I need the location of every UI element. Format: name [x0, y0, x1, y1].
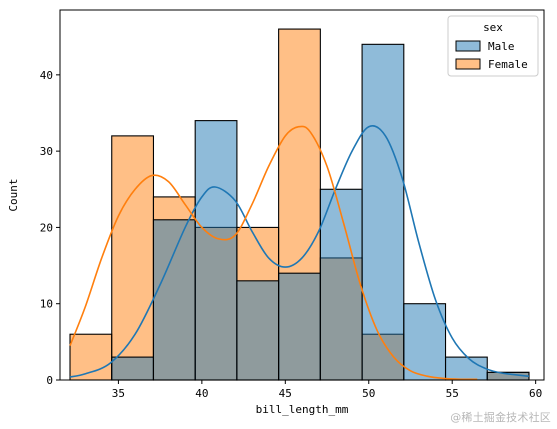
legend-label-male: Male — [488, 40, 515, 53]
x-tick-label: 40 — [195, 387, 208, 400]
x-tick-label: 50 — [362, 387, 375, 400]
male-bar — [403, 303, 447, 381]
y-tick-label: 40 — [40, 69, 53, 82]
x-tick-label: 35 — [112, 387, 125, 400]
male-bar — [319, 188, 363, 381]
female-bar — [111, 135, 155, 381]
axes — [59, 9, 545, 381]
y-tick-label: 30 — [40, 145, 53, 158]
male-bars — [111, 43, 530, 381]
legend-title: sex — [483, 21, 503, 34]
female-kde-line — [69, 125, 478, 381]
male-kde-line — [69, 125, 530, 378]
x-tick-label: 45 — [279, 387, 292, 400]
male-bar — [278, 272, 321, 381]
y-tick-label: 20 — [40, 221, 53, 234]
male-bar — [236, 280, 280, 381]
x-tick-label: 55 — [446, 387, 459, 400]
y-axis-label: Count — [7, 178, 20, 211]
female-bar — [69, 333, 113, 381]
plot-frame — [59, 9, 545, 381]
y-tick-label: 10 — [40, 298, 53, 311]
male-bar — [444, 356, 488, 381]
x-tick-label: 60 — [529, 387, 542, 400]
male-bar — [152, 219, 196, 381]
legend-swatch-female — [455, 58, 481, 70]
legend: sex Male Female — [447, 15, 539, 77]
ticks: 35 40 45 50 55 60 0 10 20 30 40 — [40, 69, 543, 400]
x-axis-label: bill_length_mm — [256, 403, 349, 416]
legend-swatch-male — [455, 40, 481, 52]
y-tick-label: 0 — [46, 374, 53, 387]
male-bar — [111, 356, 155, 381]
male-bar — [194, 120, 238, 381]
legend-label-female: Female — [488, 58, 528, 71]
watermark: @稀土掘金技术社区 — [450, 411, 551, 424]
kde-lines — [69, 125, 530, 381]
male-bar — [361, 43, 405, 381]
